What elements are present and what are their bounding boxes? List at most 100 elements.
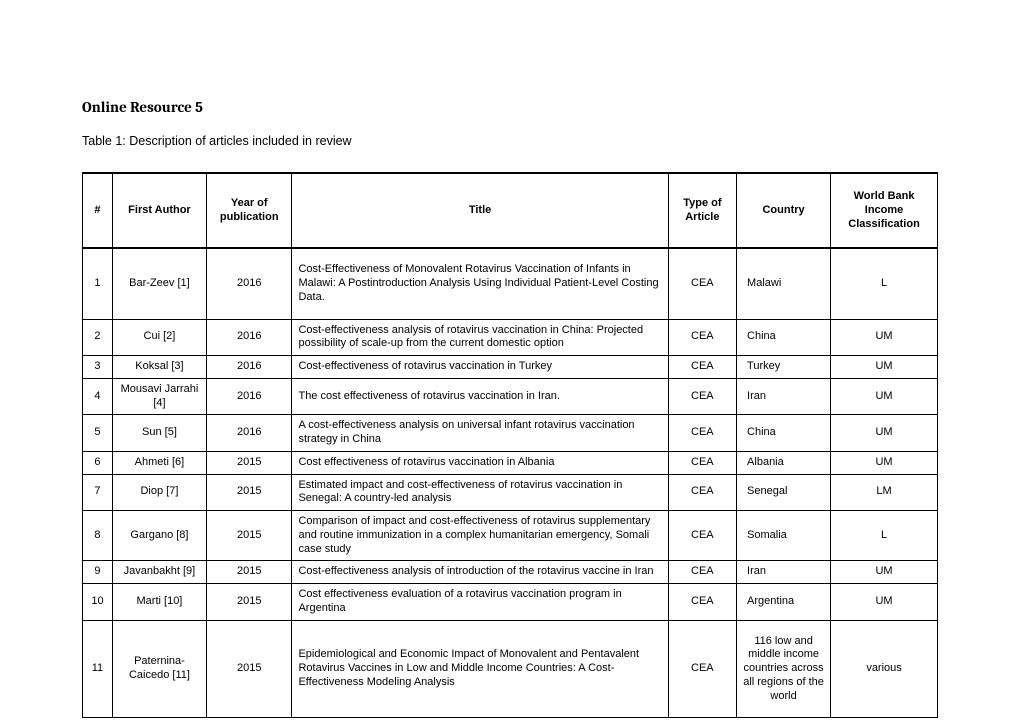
cell-type: CEA [668, 248, 736, 319]
cell-class: UM [831, 319, 938, 356]
cell-title: Estimated impact and cost-effectiveness … [292, 474, 668, 511]
th-author: First Author [112, 173, 206, 248]
cell-year: 2016 [206, 378, 292, 415]
cell-number: 9 [83, 561, 113, 584]
cell-country: Somalia [737, 511, 831, 561]
cell-author: Cui [2] [112, 319, 206, 356]
table-caption: Table 1: Description of articles include… [82, 134, 938, 148]
cell-class: L [831, 248, 938, 319]
cell-year: 2015 [206, 561, 292, 584]
cell-title: Epidemiological and Economic Impact of M… [292, 620, 668, 718]
cell-type: CEA [668, 356, 736, 379]
cell-year: 2016 [206, 248, 292, 319]
cell-year: 2015 [206, 474, 292, 511]
cell-number: 11 [83, 620, 113, 718]
th-class: World Bank Income Classification [831, 173, 938, 248]
cell-year: 2016 [206, 415, 292, 452]
table-row: 9Javanbakht [9]2015Cost-effectiveness an… [83, 561, 938, 584]
table-row: 6Ahmeti [6]2015Cost effectiveness of rot… [83, 451, 938, 474]
cell-year: 2015 [206, 451, 292, 474]
cell-country: Argentina [737, 584, 831, 621]
cell-author: Ahmeti [6] [112, 451, 206, 474]
cell-author: Mousavi Jarrahi [4] [112, 378, 206, 415]
table-header: # First Author Year of publication Title… [83, 173, 938, 248]
table-row: 3Koksal [3]2016Cost-effectiveness of rot… [83, 356, 938, 379]
cell-country: China [737, 415, 831, 452]
cell-title: Cost effectiveness of rotavirus vaccinat… [292, 451, 668, 474]
cell-class: UM [831, 561, 938, 584]
cell-author: Gargano [8] [112, 511, 206, 561]
cell-type: CEA [668, 474, 736, 511]
cell-class: UM [831, 415, 938, 452]
cell-title: Cost-effectiveness of rotavirus vaccinat… [292, 356, 668, 379]
cell-number: 1 [83, 248, 113, 319]
cell-year: 2015 [206, 620, 292, 718]
cell-title: Comparison of impact and cost-effectiven… [292, 511, 668, 561]
table-row: 11Paternina-Caicedo [11]2015Epidemiologi… [83, 620, 938, 718]
cell-number: 4 [83, 378, 113, 415]
th-title: Title [292, 173, 668, 248]
articles-table: # First Author Year of publication Title… [82, 172, 938, 718]
cell-country: Iran [737, 561, 831, 584]
cell-author: Javanbakht [9] [112, 561, 206, 584]
cell-title: A cost-effectiveness analysis on univers… [292, 415, 668, 452]
cell-type: CEA [668, 584, 736, 621]
cell-type: CEA [668, 620, 736, 718]
th-type: Type of Article [668, 173, 736, 248]
cell-type: CEA [668, 319, 736, 356]
th-number: # [83, 173, 113, 248]
cell-type: CEA [668, 561, 736, 584]
table-row: 4Mousavi Jarrahi [4]2016The cost effecti… [83, 378, 938, 415]
cell-year: 2016 [206, 356, 292, 379]
cell-author: Koksal [3] [112, 356, 206, 379]
cell-number: 6 [83, 451, 113, 474]
table-row: 7Diop [7]2015Estimated impact and cost-e… [83, 474, 938, 511]
cell-number: 5 [83, 415, 113, 452]
table-row: 1Bar-Zeev [1]2016Cost-Effectiveness of M… [83, 248, 938, 319]
cell-title: Cost-effectiveness analysis of introduct… [292, 561, 668, 584]
cell-class: various [831, 620, 938, 718]
cell-country: Malawi [737, 248, 831, 319]
cell-country: Albania [737, 451, 831, 474]
cell-author: Marti [10] [112, 584, 206, 621]
cell-title: Cost-Effectiveness of Monovalent Rotavir… [292, 248, 668, 319]
cell-number: 3 [83, 356, 113, 379]
cell-type: CEA [668, 511, 736, 561]
cell-year: 2016 [206, 319, 292, 356]
cell-author: Sun [5] [112, 415, 206, 452]
cell-title: The cost effectiveness of rotavirus vacc… [292, 378, 668, 415]
cell-type: CEA [668, 378, 736, 415]
cell-number: 10 [83, 584, 113, 621]
table-row: 2Cui [2]2016Cost-effectiveness analysis … [83, 319, 938, 356]
cell-title: Cost effectiveness evaluation of a rotav… [292, 584, 668, 621]
cell-class: UM [831, 451, 938, 474]
th-country: Country [737, 173, 831, 248]
th-year: Year of publication [206, 173, 292, 248]
cell-year: 2015 [206, 584, 292, 621]
cell-type: CEA [668, 451, 736, 474]
page-heading: Online Resource 5 [82, 98, 938, 116]
cell-class: UM [831, 378, 938, 415]
cell-country: China [737, 319, 831, 356]
table-body: 1Bar-Zeev [1]2016Cost-Effectiveness of M… [83, 248, 938, 718]
cell-country: Turkey [737, 356, 831, 379]
page-container: Online Resource 5 Table 1: Description o… [0, 0, 1020, 718]
cell-class: UM [831, 584, 938, 621]
cell-class: LM [831, 474, 938, 511]
table-row: 10Marti [10]2015Cost effectiveness evalu… [83, 584, 938, 621]
cell-author: Diop [7] [112, 474, 206, 511]
cell-author: Bar-Zeev [1] [112, 248, 206, 319]
cell-country: Iran [737, 378, 831, 415]
cell-class: L [831, 511, 938, 561]
cell-number: 8 [83, 511, 113, 561]
cell-type: CEA [668, 415, 736, 452]
cell-title: Cost-effectiveness analysis of rotavirus… [292, 319, 668, 356]
table-row: 5Sun [5]2016A cost-effectiveness analysi… [83, 415, 938, 452]
cell-number: 2 [83, 319, 113, 356]
cell-year: 2015 [206, 511, 292, 561]
cell-number: 7 [83, 474, 113, 511]
cell-author: Paternina-Caicedo [11] [112, 620, 206, 718]
cell-class: UM [831, 356, 938, 379]
cell-country: Senegal [737, 474, 831, 511]
table-row: 8Gargano [8]2015Comparison of impact and… [83, 511, 938, 561]
